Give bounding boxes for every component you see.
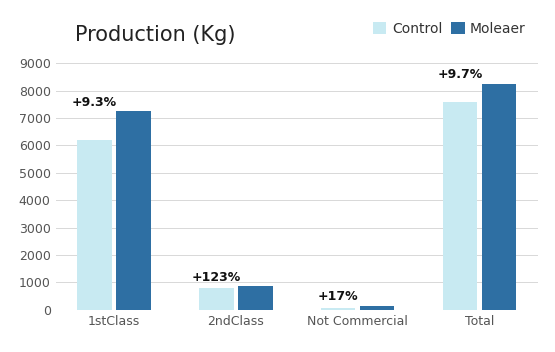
Text: +9.3%: +9.3% <box>72 95 117 108</box>
Bar <box>321 308 355 310</box>
Bar <box>443 102 477 310</box>
Legend: Control, Moleaer: Control, Moleaer <box>367 16 531 41</box>
Bar <box>360 306 395 310</box>
Text: Production (Kg): Production (Kg) <box>75 25 236 45</box>
Bar <box>239 287 273 310</box>
Bar <box>78 140 112 310</box>
Bar <box>117 111 150 310</box>
Text: +17%: +17% <box>318 290 359 303</box>
Bar <box>199 288 234 310</box>
Text: +9.7%: +9.7% <box>438 68 483 81</box>
Bar <box>482 84 516 310</box>
Text: +123%: +123% <box>192 271 241 284</box>
